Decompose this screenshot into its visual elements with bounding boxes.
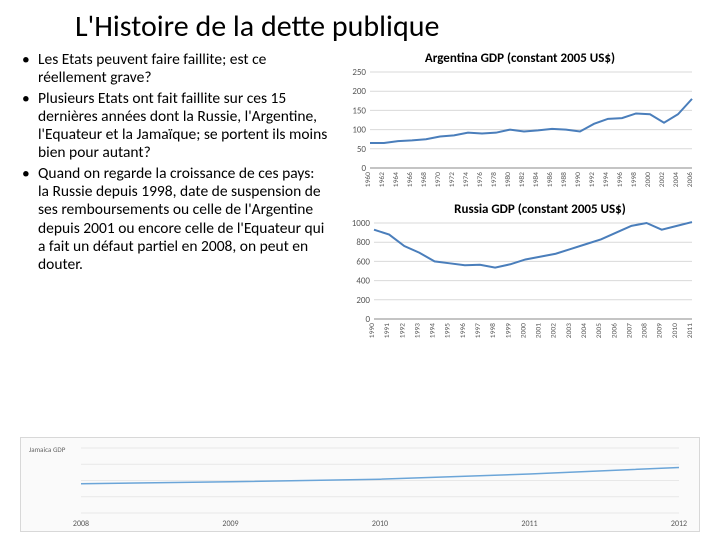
svg-text:1999: 1999 (504, 323, 513, 338)
svg-text:1991: 1991 (383, 323, 392, 338)
svg-text:200: 200 (356, 295, 370, 306)
chart-title: Argentina GDP (constant 2005 US$) (340, 51, 700, 66)
chart-title: Russia GDP (constant 2005 US$) (340, 202, 700, 217)
svg-text:1966: 1966 (406, 172, 415, 187)
bullet-item: Quand on regarde la croissance de ces pa… (20, 165, 328, 275)
svg-text:600: 600 (356, 256, 370, 267)
svg-text:1962: 1962 (378, 172, 387, 187)
svg-text:1982: 1982 (518, 172, 527, 187)
svg-text:2004: 2004 (580, 323, 589, 338)
svg-text:2004: 2004 (672, 172, 681, 187)
svg-text:Jamaica GDP: Jamaica GDP (29, 445, 66, 454)
svg-text:1990: 1990 (368, 323, 377, 338)
svg-text:150: 150 (352, 105, 366, 116)
bullet-list: Les Etats peuvent faire faillite; est ce… (20, 51, 328, 274)
bullet-item: Plusieurs Etats ont fait faillite sur ce… (20, 90, 328, 163)
svg-text:1997: 1997 (474, 323, 483, 338)
svg-text:1992: 1992 (588, 172, 597, 187)
svg-text:2007: 2007 (625, 323, 634, 338)
chart-argentina-svg: 0501001502002501960196219641966196819701… (340, 68, 700, 198)
chart-russia: Russia GDP (constant 2005 US$) 020040060… (340, 202, 700, 349)
svg-text:2006: 2006 (610, 323, 619, 338)
svg-text:1980: 1980 (504, 172, 513, 187)
svg-text:100: 100 (352, 125, 366, 136)
svg-text:2010: 2010 (671, 323, 680, 338)
svg-text:800: 800 (356, 237, 370, 248)
svg-text:200: 200 (352, 86, 366, 97)
svg-text:2011: 2011 (686, 323, 695, 338)
svg-text:2011: 2011 (521, 519, 537, 529)
svg-text:2006: 2006 (686, 172, 695, 187)
svg-text:1986: 1986 (546, 172, 555, 187)
svg-text:1998: 1998 (630, 172, 639, 187)
svg-text:2002: 2002 (550, 323, 559, 338)
chart-argentina: Argentina GDP (constant 2005 US$) 050100… (340, 51, 700, 198)
svg-text:2008: 2008 (641, 323, 650, 338)
content-row: Les Etats peuvent faire faillite; est ce… (20, 51, 700, 353)
svg-text:1993: 1993 (413, 323, 422, 338)
charts-column: Argentina GDP (constant 2005 US$) 050100… (340, 51, 700, 353)
svg-text:1974: 1974 (462, 172, 471, 187)
svg-text:1998: 1998 (489, 323, 498, 338)
svg-text:1995: 1995 (444, 323, 453, 338)
svg-text:2009: 2009 (222, 519, 238, 529)
svg-text:1000: 1000 (352, 219, 371, 229)
svg-text:1994: 1994 (602, 172, 611, 187)
page-title: L'Histoire de la dette publique (75, 8, 700, 45)
svg-text:2000: 2000 (519, 323, 528, 338)
svg-text:1996: 1996 (616, 172, 625, 187)
svg-text:2012: 2012 (671, 519, 687, 529)
chart-bottom: 2008 2009 2010 2011 2012 Jamaica GDP (20, 437, 700, 532)
chart-bottom-svg: 2008 2009 2010 2011 2012 Jamaica GDP (21, 438, 699, 531)
svg-text:1994: 1994 (429, 323, 438, 338)
svg-text:1992: 1992 (398, 323, 407, 338)
bullet-column: Les Etats peuvent faire faillite; est ce… (20, 51, 328, 353)
chart-russia-svg: 0200400600800100019901991199219931994199… (340, 219, 700, 349)
svg-text:1978: 1978 (490, 172, 499, 187)
svg-text:1960: 1960 (364, 172, 373, 187)
svg-text:2009: 2009 (656, 323, 665, 338)
svg-text:1976: 1976 (476, 172, 485, 187)
svg-text:2005: 2005 (595, 323, 604, 338)
svg-text:400: 400 (356, 276, 370, 287)
svg-text:1964: 1964 (392, 172, 401, 187)
svg-text:1996: 1996 (459, 323, 468, 338)
svg-text:2008: 2008 (73, 519, 89, 529)
svg-text:1990: 1990 (574, 172, 583, 187)
svg-text:1968: 1968 (420, 172, 429, 187)
svg-text:50: 50 (357, 144, 367, 155)
svg-text:2002: 2002 (658, 172, 667, 187)
svg-text:2001: 2001 (535, 323, 544, 338)
svg-text:2010: 2010 (372, 519, 388, 529)
svg-text:2000: 2000 (644, 172, 653, 187)
svg-text:250: 250 (352, 68, 366, 78)
svg-text:1984: 1984 (532, 172, 541, 187)
svg-text:1972: 1972 (448, 172, 457, 187)
svg-text:1988: 1988 (560, 172, 569, 187)
bullet-item: Les Etats peuvent faire faillite; est ce… (20, 51, 328, 88)
svg-text:2003: 2003 (565, 323, 574, 338)
svg-text:1970: 1970 (434, 172, 443, 187)
